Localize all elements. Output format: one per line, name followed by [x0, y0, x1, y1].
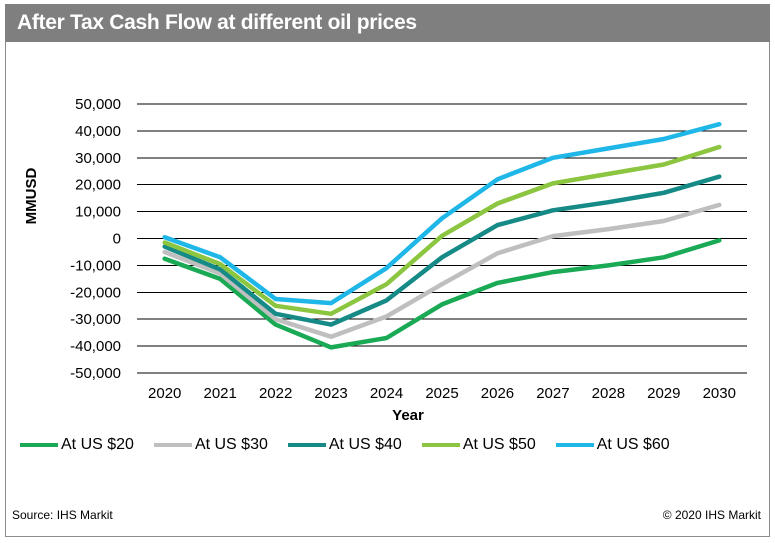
- legend-label: At US $50: [462, 436, 536, 453]
- y-tick-label: 30,000: [75, 150, 121, 167]
- x-tick-label: 2022: [259, 385, 292, 402]
- legend-swatch: [287, 443, 326, 447]
- x-tick-label: 2028: [592, 385, 625, 402]
- source-note: Source: IHS Markit: [12, 508, 113, 522]
- legend: At US $20 At US $30 At US $40 At US $50 At U…: [20, 434, 690, 456]
- legend-item: At US $30: [153, 436, 268, 454]
- series-line: [162, 174, 722, 327]
- legend-label: At US $30: [194, 436, 268, 453]
- title-bar: After Tax Cash Flow at different oil pri…: [5, 4, 770, 42]
- legend-swatch: [555, 443, 594, 447]
- legend-swatch: [421, 443, 460, 447]
- x-tick-label: 2025: [425, 385, 458, 402]
- legend-item: At US $50: [421, 436, 536, 454]
- series-line: [162, 121, 722, 306]
- copyright-note: © 2020 IHS Markit: [662, 508, 761, 522]
- x-tick-label: 2021: [203, 385, 236, 402]
- x-tick-label: 2023: [314, 385, 347, 402]
- legend-item: At US $40: [287, 436, 402, 454]
- y-tick-labels: 50,000 40,000 30,000 20,000 10,000 0 -10,000 -2…: [70, 96, 121, 382]
- x-axis-title: Year: [392, 407, 424, 424]
- x-tick-labels: 2020 2021 2022 2023 2024 2025 2026 2027 2028 2029…: [148, 385, 736, 402]
- series-lines: [162, 121, 722, 350]
- x-tick-label: 2027: [536, 385, 569, 402]
- y-tick-label: 0: [113, 231, 121, 248]
- series-line: [162, 202, 722, 339]
- y-tick-label: -40,000: [70, 338, 121, 355]
- y-tick-label: -10,000: [70, 257, 121, 274]
- series-line: [162, 238, 722, 350]
- x-tick-label: 2020: [148, 385, 181, 402]
- chart-title: After Tax Cash Flow at different oil pri…: [17, 11, 417, 34]
- legend-label: At US $20: [61, 436, 134, 453]
- x-tick-label: 2026: [481, 385, 514, 402]
- legend-item: At US $20: [20, 436, 134, 454]
- legend-item: At US $60: [555, 436, 670, 454]
- x-tick-label: 2024: [370, 385, 403, 402]
- legend-swatch: [20, 443, 58, 447]
- legend-swatch: [153, 443, 192, 447]
- y-tick-label: -20,000: [70, 284, 121, 301]
- legend-label: At US $40: [328, 436, 402, 453]
- y-tick-label: -30,000: [70, 311, 121, 328]
- x-tick-label: 2030: [703, 385, 736, 402]
- y-axis-title: MMUSD: [23, 168, 40, 225]
- y-tick-label: 50,000: [75, 96, 121, 113]
- x-tick-label: 2029: [647, 385, 680, 402]
- series-line: [162, 144, 722, 317]
- y-tick-label: 40,000: [75, 123, 121, 140]
- legend-label: At US $60: [596, 436, 670, 453]
- y-tick-label: 20,000: [75, 177, 121, 194]
- y-tick-label: -50,000: [70, 365, 121, 382]
- y-tick-label: 10,000: [75, 204, 121, 221]
